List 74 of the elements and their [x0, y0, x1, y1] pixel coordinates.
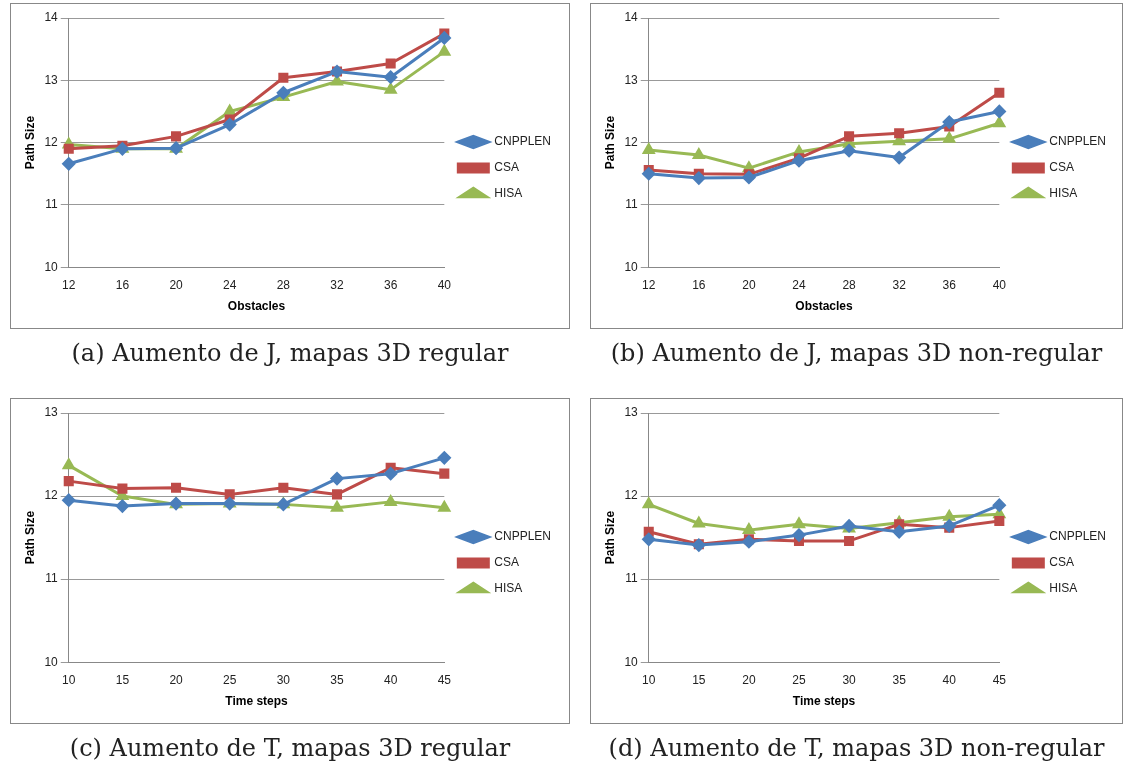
x-tick-label: 15 — [115, 672, 130, 687]
x-tick-label: 25 — [223, 672, 237, 687]
x-tick-label: 20 — [169, 277, 184, 292]
x-tick-label: 32 — [330, 277, 345, 292]
y-axis-title: Path Size — [22, 510, 37, 565]
x-tick-label: 35 — [330, 672, 345, 687]
y-tick-label: 12 — [624, 134, 639, 149]
x-tick-label: 24 — [223, 277, 237, 292]
legend-label: HISA — [494, 186, 523, 201]
legend-label: HISA — [1049, 186, 1078, 201]
x-tick-label: 45 — [992, 672, 1007, 687]
x-tick-label: 16 — [115, 277, 130, 292]
x-tick-label: 10 — [62, 672, 76, 687]
y-tick-label: 10 — [44, 259, 59, 274]
x-tick-label: 12 — [62, 277, 76, 292]
y-axis-title: Path Size — [22, 115, 37, 170]
x-axis-title: Time steps — [225, 694, 289, 709]
legend-label: CNPPLEN — [494, 529, 551, 544]
y-tick-label: 13 — [44, 405, 59, 420]
x-tick-label: 28 — [276, 277, 291, 292]
x-tick-label: 40 — [383, 672, 398, 687]
text: (c) Aumento de T, mapas 3D regular — [68, 734, 512, 762]
text: (d) Aumento de T, mapas 3D non-regular — [607, 734, 1106, 762]
x-tick-label: 15 — [692, 672, 706, 687]
x-tick-label: 45 — [437, 672, 452, 687]
x-tick-label: 20 — [169, 672, 184, 687]
x-tick-label: 30 — [842, 672, 857, 687]
x-tick-label: 20 — [742, 672, 756, 687]
y-tick-label: 12 — [44, 134, 59, 149]
x-tick-label: 24 — [792, 277, 806, 292]
y-axis-title: Path Size — [602, 115, 617, 170]
legend-label: HISA — [1049, 581, 1078, 596]
legend-label: CSA — [494, 555, 519, 570]
x-axis-title: Time steps — [792, 694, 856, 709]
y-tick-label: 11 — [625, 571, 639, 586]
x-tick-label: 35 — [892, 672, 907, 687]
y-tick-label: 12 — [624, 488, 639, 503]
text: (b) Aumento de J, mapas 3D non-regular — [609, 339, 1104, 367]
y-tick-label: 13 — [624, 72, 639, 87]
legend-label: CNPPLEN — [494, 134, 551, 149]
y-tick-label: 14 — [44, 10, 59, 25]
y-tick-label: 11 — [45, 197, 59, 212]
x-tick-label: 32 — [892, 277, 907, 292]
y-tick-label: 13 — [44, 72, 59, 87]
x-tick-label: 20 — [742, 277, 756, 292]
x-tick-label: 28 — [842, 277, 857, 292]
legend-label: CSA — [1049, 160, 1074, 175]
y-tick-label: 11 — [625, 197, 639, 212]
x-tick-label: 36 — [942, 277, 957, 292]
x-axis-title: Obstacles — [227, 299, 286, 314]
text: (a) Aumento de J, mapas 3D regular — [70, 339, 510, 367]
y-tick-label: 10 — [44, 654, 59, 669]
y-tick-label: 11 — [45, 571, 59, 586]
x-tick-label: 40 — [942, 672, 957, 687]
x-tick-label: 30 — [276, 672, 291, 687]
y-tick-label: 10 — [624, 654, 639, 669]
x-tick-label: 25 — [792, 672, 806, 687]
y-axis-title: Path Size — [602, 510, 617, 565]
legend-label: CNPPLEN — [1049, 134, 1106, 149]
x-tick-label: 40 — [437, 277, 452, 292]
x-tick-label: 40 — [992, 277, 1007, 292]
x-tick-label: 16 — [692, 277, 706, 292]
legend-label: HISA — [494, 581, 523, 596]
x-tick-label: 12 — [642, 277, 656, 292]
x-tick-label: 10 — [642, 672, 656, 687]
x-tick-label: 36 — [383, 277, 398, 292]
y-tick-label: 12 — [44, 488, 59, 503]
y-tick-label: 13 — [624, 405, 639, 420]
y-tick-label: 10 — [624, 259, 639, 274]
x-axis-title: Obstacles — [795, 299, 854, 314]
legend-label: CNPPLEN — [1049, 529, 1106, 544]
y-tick-label: 14 — [624, 10, 639, 25]
legend-label: CSA — [1049, 555, 1074, 570]
legend-label: CSA — [494, 160, 519, 175]
